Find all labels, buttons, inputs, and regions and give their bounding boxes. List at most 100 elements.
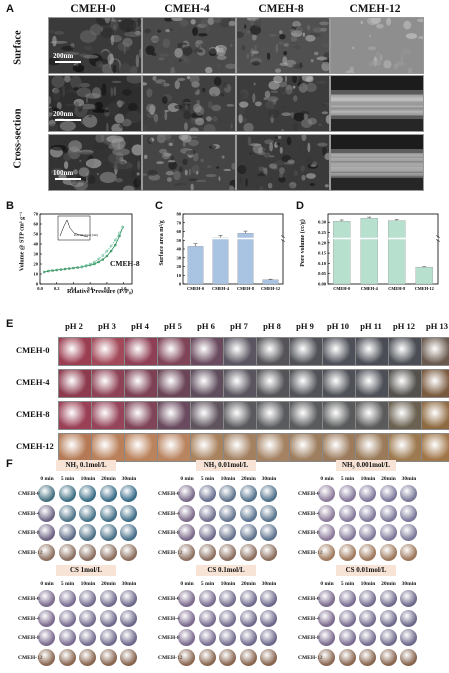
isotherm-point	[93, 260, 96, 264]
sample-row-label: CMEH-0	[298, 491, 320, 497]
ph-sample-image	[223, 433, 257, 462]
sem-texture	[237, 76, 329, 131]
ph-sample-image	[58, 337, 92, 366]
ph-sample-image	[223, 401, 257, 430]
ph-sample-image	[223, 337, 257, 366]
sample-disc	[338, 543, 356, 561]
sem-texture	[331, 135, 423, 190]
sem-micrograph	[330, 75, 424, 132]
sample-disc	[120, 543, 137, 561]
sample-row-label: CMEH-4	[158, 510, 180, 517]
ph-column-header: pH 8	[263, 321, 281, 331]
sample-disc	[338, 590, 356, 607]
sem-micrograph	[236, 134, 330, 191]
panel-a-label: A	[6, 3, 14, 15]
sample-disc	[359, 648, 376, 666]
sample-disc	[239, 590, 257, 607]
sample-disc	[239, 629, 257, 646]
inset-curve	[59, 219, 89, 238]
ph-sample-image	[355, 337, 389, 366]
sample-row-label: CMEH-8	[18, 635, 40, 641]
y-tick-label: 30	[177, 255, 182, 260]
isotherm-xlabel: Relative Pressure (P/P₀)	[67, 288, 133, 295]
sample-disc	[120, 590, 137, 607]
category-label: CMEH-8	[388, 286, 405, 291]
ph-sample-image	[256, 337, 290, 366]
sem-texture	[331, 76, 423, 131]
ph-column-header: pH 2	[65, 321, 83, 331]
sample-disc	[198, 543, 216, 561]
gas-group-title: CS 0.01mol/L	[336, 565, 396, 576]
sample-disc	[239, 609, 257, 627]
sample-disc	[260, 504, 277, 522]
sample-disc	[379, 504, 397, 522]
y-tick-label: 50	[34, 232, 39, 237]
time-column-header: 10min	[360, 476, 376, 482]
sample-disc	[219, 485, 236, 502]
isotherm-point	[118, 234, 121, 238]
ph-row-label: CMEH-0	[16, 345, 50, 355]
ph-column-header: pH 13	[426, 321, 448, 331]
isotherm-point	[109, 249, 113, 253]
sample-disc	[99, 504, 117, 522]
sample-disc	[400, 485, 417, 502]
time-column-header: 30min	[261, 581, 277, 587]
sample-disc	[120, 629, 137, 646]
y-tick-label: 40	[177, 247, 182, 252]
ph-column-header: pH 10	[327, 321, 349, 331]
sample-disc	[99, 590, 117, 607]
sem-column-header: CMEH-8	[258, 3, 304, 15]
sample-disc	[58, 504, 76, 522]
x-tick-label: 0.8	[104, 286, 110, 291]
isotherm-point	[101, 258, 105, 261]
pore-volume-bar	[388, 220, 406, 285]
sample-row-label: CMEH-12	[18, 549, 43, 556]
ph-sample-image	[91, 369, 125, 398]
isotherm-point	[121, 225, 125, 229]
ph-sample-image	[190, 401, 224, 430]
sample-disc	[338, 504, 356, 522]
sample-disc	[99, 543, 117, 561]
ph-sample-image	[289, 369, 323, 398]
gas-group-title: CS 1mol/L	[56, 565, 116, 576]
ph-column-header: pH 5	[164, 321, 182, 331]
sample-disc	[338, 524, 356, 541]
sample-row-label: CMEH-8	[158, 635, 180, 641]
pore-volume-bar	[415, 266, 433, 285]
ph-sample-image	[388, 369, 422, 398]
panel-e-label: E	[6, 318, 14, 330]
time-column-header: 10min	[220, 581, 236, 587]
sample-disc	[38, 629, 55, 646]
sample-disc	[359, 543, 376, 561]
sample-disc	[38, 485, 55, 502]
sample-disc	[38, 648, 55, 666]
sample-disc	[400, 524, 417, 541]
time-column-header: 30min	[121, 581, 137, 587]
sem-texture	[143, 135, 235, 190]
isotherm-point	[97, 260, 100, 264]
pore-volume-chart: 0.00 0.05 0.10 0.15 0.20 0.25 0.30 CMEH-0 CMEH-4…	[318, 213, 441, 291]
sample-row-label: CMEH-4	[18, 615, 40, 622]
sem-texture	[237, 18, 329, 73]
ph-sample-image	[256, 433, 290, 462]
scale-bar	[55, 119, 81, 121]
ph-sample-image	[124, 401, 158, 430]
sample-row-label: CMEH-12	[158, 549, 183, 556]
sample-disc	[219, 629, 236, 646]
time-column-header: 5 min	[340, 476, 355, 482]
time-column-header: 20min	[101, 476, 116, 482]
sample-row-label: CMEH-8	[18, 530, 40, 536]
sample-disc	[379, 629, 397, 646]
ph-sample-image	[322, 337, 356, 366]
sem-texture	[49, 18, 141, 73]
sem-row-label-surface: Surface	[12, 30, 24, 65]
sample-disc	[79, 543, 96, 561]
ph-sample-image	[124, 433, 158, 462]
sample-disc	[379, 648, 397, 666]
sample-disc	[178, 590, 195, 607]
ph-sample-image	[289, 401, 323, 430]
x-tick-label: 0.6	[87, 286, 93, 291]
ph-sample-image	[256, 401, 290, 430]
sample-disc	[38, 609, 55, 627]
sample-disc	[318, 524, 335, 541]
